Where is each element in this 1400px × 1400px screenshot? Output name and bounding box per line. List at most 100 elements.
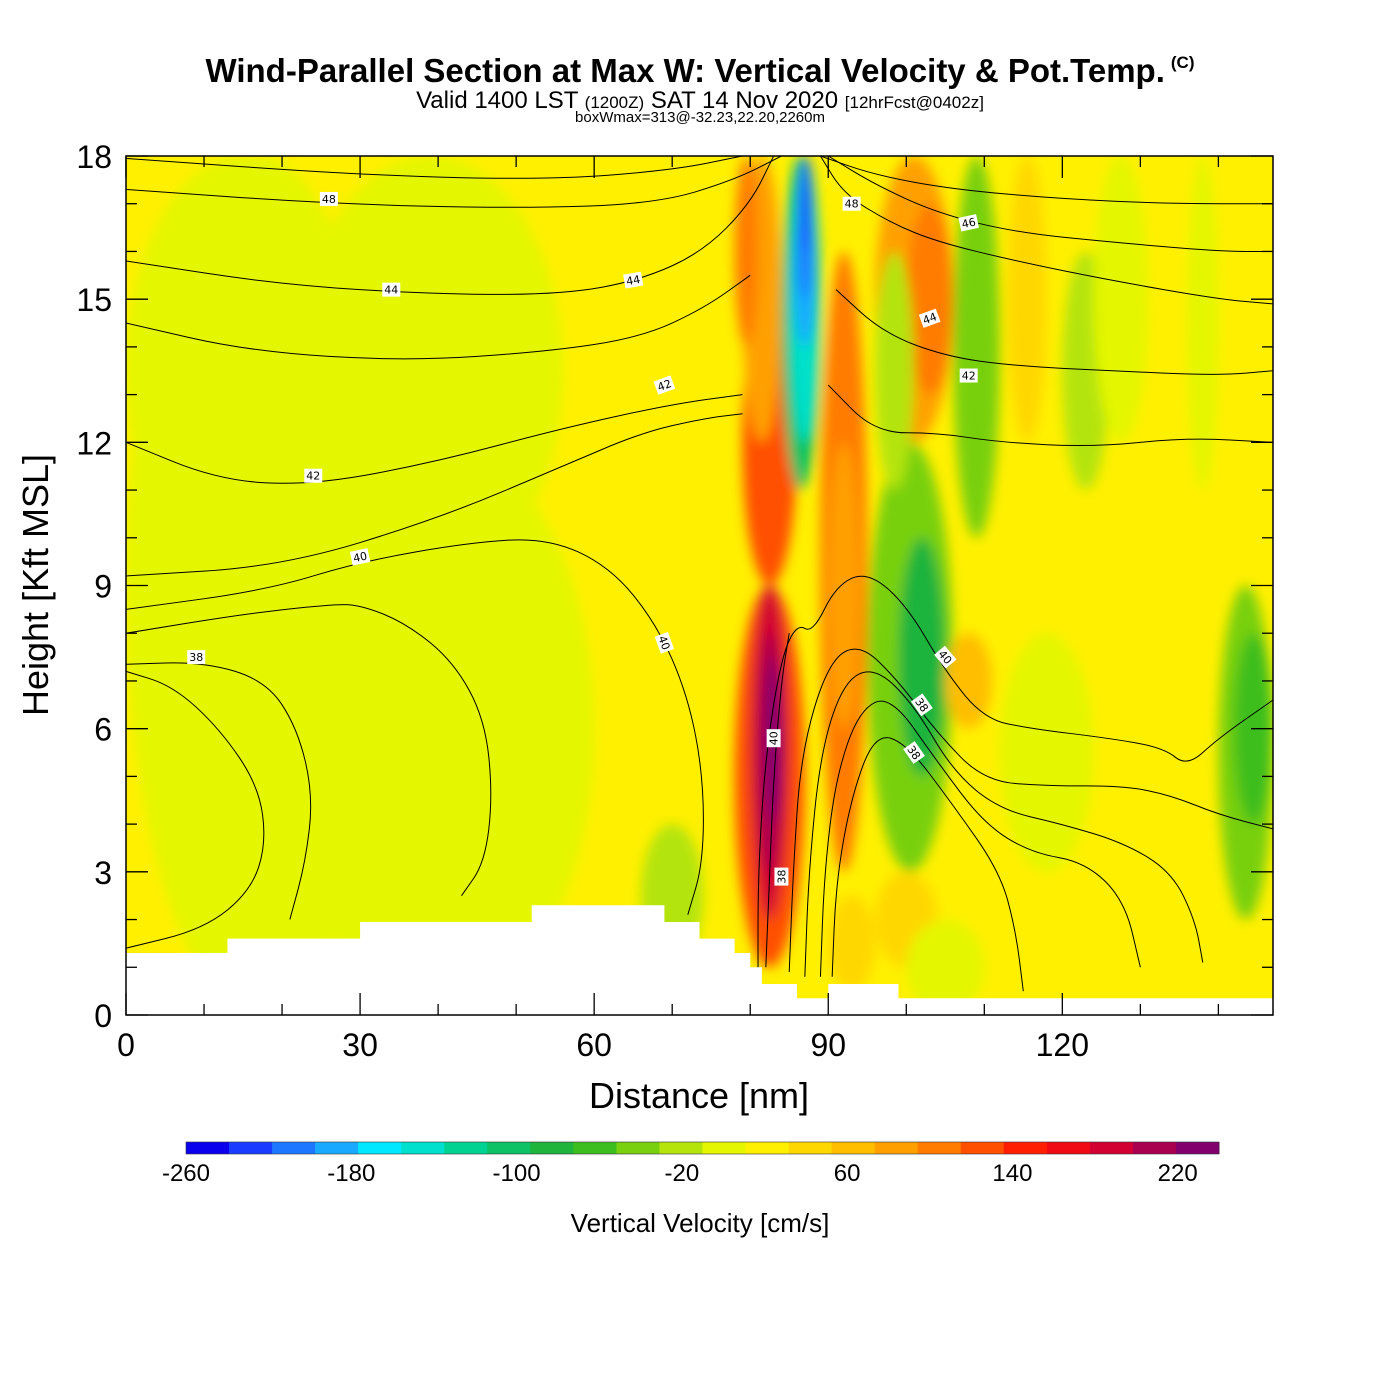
velocity-blob	[800, 156, 812, 252]
theta-label-text: 44	[921, 310, 939, 327]
velocity-blob	[875, 251, 915, 491]
colorbar-swatch	[530, 1142, 574, 1154]
theta-contour-40	[757, 575, 1273, 977]
y-tick-labels: 0 3 6 9 12 15 18	[76, 139, 112, 1034]
colorbar-swatch	[917, 1142, 962, 1154]
forecast-info: [12hrFcst@0402z]	[844, 93, 984, 112]
velocity-blob	[906, 919, 985, 1015]
colorbar-labels: -260 -180 -100 -20 60 140 220	[162, 1160, 1198, 1187]
theta-label-44: 44	[623, 271, 644, 289]
colorbar-swatch	[444, 1142, 488, 1154]
y-tick-label: 0	[94, 998, 112, 1034]
y-tick-label: 12	[76, 425, 112, 461]
colorbar-label: -100	[493, 1160, 541, 1187]
colorbar-swatch	[1132, 1142, 1177, 1154]
theta-label-38: 38	[774, 867, 789, 886]
velocity-blob	[1007, 156, 1047, 443]
velocity-blob	[999, 633, 1094, 872]
theta-label-40: 40	[766, 729, 781, 748]
colorbar-swatch	[659, 1142, 703, 1154]
theta-contour-40	[126, 539, 704, 915]
theta-label-42: 42	[653, 375, 676, 395]
theta-label-box	[623, 271, 644, 289]
chart-subtitle: Valid 1400 LST (1200Z) SAT 14 Nov 2020 […	[0, 87, 1400, 115]
velocity-blob	[898, 537, 946, 777]
theta-label-46: 46	[958, 214, 979, 232]
theta-label-box	[842, 196, 861, 211]
theta-label-text: 46	[961, 215, 977, 231]
chart-title: Wind-Parallel Section at Max W: Vertical…	[0, 52, 1400, 90]
valid-time: Valid 1400 LST	[416, 87, 578, 114]
theta-label-box	[766, 729, 781, 748]
theta-label-text: 40	[655, 634, 672, 652]
colorbar-swatch	[788, 1142, 833, 1154]
x-tick-label: 60	[576, 1027, 612, 1063]
theta-contour-42	[835, 289, 1273, 375]
theta-label-text: 42	[962, 370, 976, 383]
theta-label-38: 38	[187, 650, 206, 665]
velocity-blob	[126, 156, 361, 586]
axis-ticks	[125, 155, 1273, 1016]
colorbar-swatch	[573, 1142, 617, 1154]
theta-label-text: 38	[775, 870, 788, 884]
x-tick-label: 30	[342, 1027, 378, 1063]
theta-label-text: 40	[768, 731, 781, 745]
theta-contour-48	[820, 156, 1273, 205]
y-axis-title: Height [Kft MSL]	[15, 454, 56, 716]
theta-contours	[126, 156, 1273, 992]
theta-contour-40	[126, 604, 492, 896]
colorbar-swatch	[1089, 1142, 1134, 1154]
colorbar-swatch	[186, 1142, 230, 1154]
theta-label-box	[349, 548, 371, 566]
x-tick-label: 90	[810, 1027, 846, 1063]
theta-label-text: 44	[625, 273, 641, 288]
velocity-blob	[828, 442, 860, 729]
theta-contour-48	[126, 156, 743, 179]
colorbar-swatch	[1003, 1142, 1048, 1154]
velocity-blob	[906, 203, 954, 395]
theta-label-box	[382, 282, 401, 297]
colorbar	[185, 1141, 1220, 1155]
theta-label-box	[304, 468, 323, 483]
theta-label-box	[187, 650, 206, 665]
theta-label-40: 40	[654, 631, 675, 654]
colorbar-swatch	[960, 1142, 1005, 1154]
velocity-blob	[953, 156, 1000, 538]
theta-contour-44	[126, 156, 775, 295]
theta-label-44: 44	[382, 282, 401, 297]
x-tick-label: 120	[1036, 1027, 1089, 1063]
colorbar-swatch	[745, 1142, 790, 1154]
colorbar-label: -260	[162, 1160, 210, 1187]
x-tick-label: 0	[117, 1027, 135, 1063]
copyright-mark: (C)	[1170, 53, 1195, 72]
x-tick-labels: 0 30 60 90 120	[117, 1027, 1089, 1063]
theta-label-box	[958, 214, 979, 232]
colorbar-label: -20	[664, 1160, 699, 1187]
terrain	[126, 905, 1273, 1015]
theta-label-box	[959, 368, 978, 383]
theta-contour-38	[126, 670, 265, 949]
colorbar-swatch	[315, 1142, 359, 1154]
theta-label-box	[654, 631, 675, 654]
y-tick-label: 3	[94, 855, 112, 891]
y-tick-label: 9	[94, 569, 112, 605]
y-tick-label: 18	[76, 139, 112, 175]
velocity-blob	[438, 251, 532, 491]
theta-label-40: 40	[349, 548, 371, 566]
theta-label-42: 42	[304, 468, 323, 483]
theta-contour-46	[827, 156, 1273, 252]
colorbar-swatch	[702, 1142, 747, 1154]
theta-label-text: 42	[656, 377, 674, 394]
colorbar-swatch	[1175, 1142, 1220, 1154]
colorbar-swatch	[874, 1142, 919, 1154]
chart-title-text: Wind-Parallel Section at Max W: Vertical…	[205, 52, 1165, 89]
colorbar-title: Vertical Velocity [cm/s]	[571, 1208, 830, 1238]
colorbar-swatch	[831, 1142, 876, 1154]
theta-label-box	[653, 375, 676, 395]
theta-contour-40	[126, 413, 743, 577]
velocity-blob	[1187, 156, 1219, 491]
theta-contour-46	[126, 156, 782, 208]
